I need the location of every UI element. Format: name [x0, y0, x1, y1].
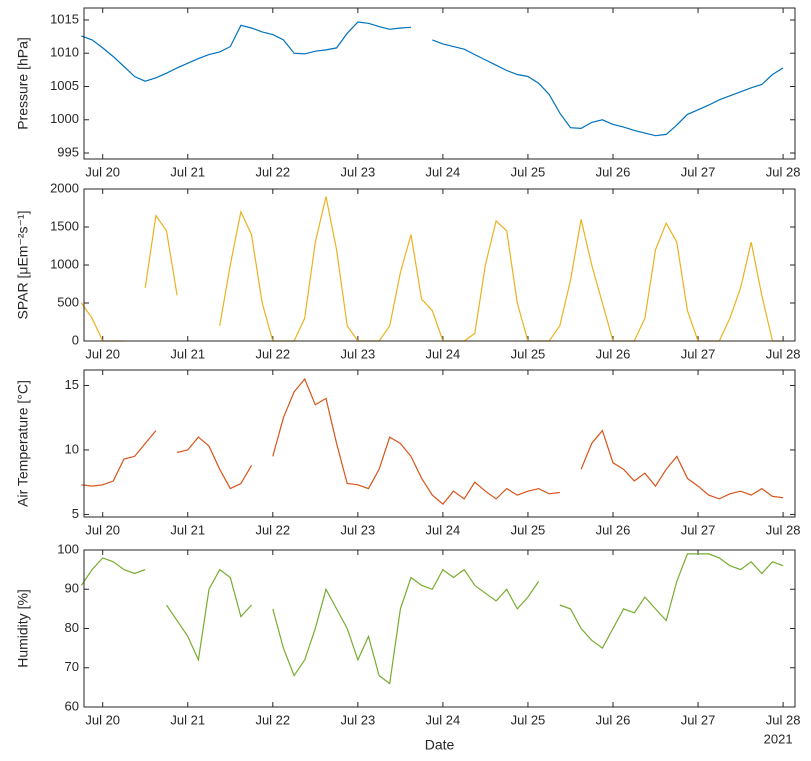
- axes-frame: [83, 549, 796, 708]
- x-tick-label: Jul 21: [170, 164, 205, 179]
- y-tick-label: 995: [57, 144, 79, 159]
- x-tick-label: Jul 28: [766, 712, 801, 727]
- x-tick-label: Jul 26: [596, 712, 631, 727]
- x-tick-label: Jul 25: [511, 164, 546, 179]
- x-tick-label: Jul 24: [426, 522, 461, 537]
- x-tick-label: Jul 28: [766, 346, 801, 361]
- x-tick-label: Jul 25: [511, 522, 546, 537]
- data-line: [272, 377, 560, 505]
- data-line: [144, 214, 178, 296]
- y-tick-label: 1015: [50, 11, 79, 26]
- data-line: [219, 196, 784, 342]
- y-tick-label: 0: [72, 332, 79, 347]
- x-tick-label: Jul 20: [85, 522, 120, 537]
- data-line: [272, 568, 540, 685]
- x-tick-label: Jul 20: [85, 712, 120, 727]
- data-line: [166, 568, 252, 663]
- x-tick-label: Jul 26: [596, 346, 631, 361]
- y-tick-label: 10: [65, 441, 79, 456]
- x-tick-label: Jul 28: [766, 164, 801, 179]
- x-tick-label: Jul 23: [341, 712, 376, 727]
- y-axis-label: SPAR [μEm⁻²s⁻¹]: [15, 211, 31, 320]
- x-tick-label: Jul 27: [681, 712, 716, 727]
- data-line: [176, 436, 253, 490]
- x-tick-label: Jul 22: [255, 346, 290, 361]
- x-tick-label: Jul 22: [255, 164, 290, 179]
- x-tick-label: Jul 28: [766, 522, 801, 537]
- x-tick-label: Jul 21: [170, 522, 205, 537]
- y-tick-label: 500: [57, 294, 79, 309]
- x-tick-label: Jul 26: [596, 522, 631, 537]
- x-tick-label: Jul 22: [255, 712, 290, 727]
- y-tick-label: 80: [65, 620, 79, 635]
- axes-box: [84, 370, 795, 517]
- y-tick-label: 70: [65, 659, 79, 674]
- axes-box: [84, 8, 795, 159]
- data-line: [81, 21, 412, 82]
- data-line: [580, 429, 784, 500]
- y-tick-label: 60: [65, 698, 79, 713]
- y-tick-label: 100: [57, 541, 79, 556]
- y-tick-label: 1010: [50, 45, 79, 60]
- x-tick-label: Jul 27: [681, 522, 716, 537]
- x-tick-label: Jul 25: [511, 712, 546, 727]
- y-tick-label: 1500: [50, 218, 79, 233]
- y-tick-label: 15: [65, 377, 79, 392]
- x-tick-label: Jul 23: [341, 522, 376, 537]
- data-line: [559, 553, 784, 649]
- axes-box: [84, 189, 795, 341]
- data-line: [432, 39, 784, 137]
- x-tick-label: Jul 20: [85, 346, 120, 361]
- y-axis-label: Air Temperature [°C]: [15, 380, 31, 507]
- axes-frame: [83, 188, 796, 342]
- y-tick-label: 1000: [50, 111, 79, 126]
- y-tick-label: 90: [65, 581, 79, 596]
- x-tick-label: Jul 27: [681, 346, 716, 361]
- y-tick-label: 5: [72, 506, 79, 521]
- x-tick-label: Jul 21: [170, 712, 205, 727]
- axes-box: [84, 550, 795, 707]
- y-tick-label: 2000: [50, 180, 79, 195]
- x-tick-label: Jul 24: [426, 346, 461, 361]
- data-line: [81, 430, 157, 487]
- x-tick-label: Jul 23: [341, 346, 376, 361]
- y-tick-label: 1000: [50, 256, 79, 271]
- x-tick-label: Jul 25: [511, 346, 546, 361]
- x-tick-label: Jul 27: [681, 164, 716, 179]
- x-secondary-label: 2021: [764, 731, 793, 746]
- y-tick-label: 1005: [50, 78, 79, 93]
- x-tick-label: Jul 21: [170, 346, 205, 361]
- x-tick-label: Jul 23: [341, 164, 376, 179]
- x-tick-label: Jul 22: [255, 522, 290, 537]
- x-tick-label: Jul 24: [426, 164, 461, 179]
- axes-frame: [83, 369, 796, 518]
- y-axis-label: Pressure [hPa]: [15, 37, 31, 130]
- data-line: [80, 557, 146, 586]
- x-tick-label: Jul 26: [596, 164, 631, 179]
- axes-frame: [83, 7, 796, 160]
- x-tick-label: Jul 24: [426, 712, 461, 727]
- y-axis-label: Humidity [%]: [15, 589, 31, 668]
- x-axis-label: Date: [425, 737, 455, 753]
- x-tick-label: Jul 20: [85, 164, 120, 179]
